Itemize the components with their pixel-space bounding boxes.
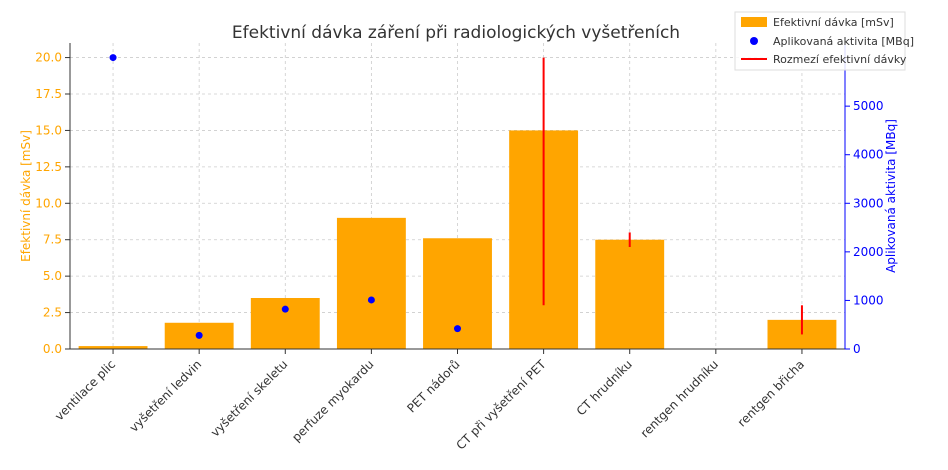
y-tick-label: 5.0: [43, 269, 62, 283]
y2-tick-label: 3000: [853, 196, 884, 210]
x-tick-label: rentgen břicha: [735, 357, 807, 429]
y2-axis-label: Aplikovaná aktivita [MBq]: [884, 119, 898, 273]
bar: [336, 217, 406, 349]
chart-title: Efektivní dávka záření při radiologickýc…: [232, 23, 680, 43]
range-lines: [542, 57, 803, 335]
y-tick-label: 10.0: [35, 196, 62, 210]
y-tick-label: 17.5: [35, 87, 62, 101]
x-tick-label: vyšetření ledvin: [127, 357, 205, 435]
legend: Efektivní dávka [mSv] Aplikovaná aktivita…: [734, 11, 914, 71]
y-axis-label: Efektivní dávka [mSv]: [19, 130, 33, 262]
y2-tick-label: 2000: [853, 245, 884, 259]
legend-label: Rozmezí efektivní dávky: [773, 53, 907, 66]
y-tick-label: 0.0: [43, 342, 62, 356]
legend-label: Efektivní dávka [mSv]: [773, 16, 894, 29]
x-tick-label: perfuze myokardu: [289, 357, 376, 444]
x-tick-label: rentgen hrudníku: [638, 357, 721, 440]
y2-axis-ticks: 0 1000 2000 3000 4000 5000: [845, 99, 884, 356]
y2-tick-label: 4000: [853, 148, 884, 162]
bar: [250, 298, 320, 349]
y-tick-label: 12.5: [35, 160, 62, 174]
y-tick-label: 2.5: [43, 306, 62, 320]
scatter-point: [195, 331, 203, 339]
y2-tick-label: 5000: [853, 99, 884, 113]
scatter-point: [109, 54, 117, 62]
bar: [423, 238, 492, 349]
y2-tick-label: 0: [853, 342, 861, 356]
x-tick-label: PET nádorů: [404, 357, 462, 415]
scatter-points: [109, 54, 461, 339]
x-axis-ticks: ventilace plic vyšetření ledvin vyšetření …: [52, 349, 807, 452]
bar: [595, 239, 665, 349]
y-tick-label: 20.0: [35, 51, 62, 65]
legend-swatch-point: [750, 37, 758, 45]
legend-swatch-bar: [741, 17, 767, 27]
scatter-point: [281, 305, 289, 313]
y-tick-label: 7.5: [43, 233, 62, 247]
x-tick-label: ventilace plic: [52, 357, 118, 423]
y-tick-label: 15.0: [35, 123, 62, 137]
scatter-point: [454, 325, 461, 333]
bar: [78, 346, 148, 349]
x-tick-label: CT hrudníku: [574, 357, 635, 418]
x-tick-label: vyšetření skeletu: [208, 357, 290, 439]
y2-tick-label: 1000: [853, 293, 884, 307]
x-tick-label: CT při vyšetření PET: [453, 357, 549, 453]
legend-label: Aplikovaná aktivita [MBq]: [773, 35, 914, 48]
scatter-point: [367, 296, 375, 304]
y-axis-ticks: 0.0 2.5 5.0 7.5 10.0 12.5 15.0 17.5 20.0: [35, 51, 70, 356]
